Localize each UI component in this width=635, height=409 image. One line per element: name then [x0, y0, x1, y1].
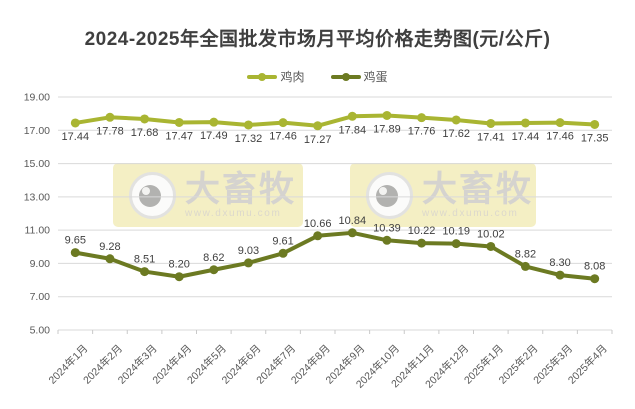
egg-line-marker-icon: [330, 70, 361, 84]
svg-text:9.03: 9.03: [238, 245, 259, 257]
watermark-eye-icon: [129, 171, 176, 219]
svg-text:9.28: 9.28: [99, 241, 120, 253]
svg-text:11.00: 11.00: [25, 225, 51, 237]
watermark-dxumu-right: 大畜牧 www.dxumu.com: [350, 163, 536, 227]
svg-text:10.66: 10.66: [304, 218, 332, 230]
svg-text:10.19: 10.19: [442, 226, 470, 238]
svg-text:5.00: 5.00: [30, 325, 51, 337]
svg-text:19.00: 19.00: [24, 92, 50, 104]
svg-text:17.00: 17.00: [24, 125, 50, 137]
svg-text:10.22: 10.22: [408, 225, 436, 237]
svg-text:17.27: 17.27: [304, 134, 332, 146]
svg-text:10.84: 10.84: [339, 215, 367, 227]
svg-text:17.78: 17.78: [96, 125, 124, 137]
legend-item-egg[interactable]: 鸡蛋: [330, 68, 388, 85]
svg-text:8.62: 8.62: [203, 252, 224, 264]
svg-text:9.00: 9.00: [30, 258, 51, 270]
svg-text:17.68: 17.68: [131, 127, 159, 139]
svg-text:17.62: 17.62: [442, 128, 470, 140]
svg-text:8.82: 8.82: [515, 248, 536, 260]
svg-text:9.61: 9.61: [272, 235, 293, 247]
svg-text:10.39: 10.39: [373, 222, 401, 234]
watermark-dxumu-left: 大畜牧 www.dxumu.com: [113, 163, 303, 227]
legend-label-chicken: 鸡肉: [280, 70, 305, 84]
watermark-brand-text: 大畜牧: [422, 169, 534, 209]
svg-text:17.46: 17.46: [546, 131, 574, 143]
svg-text:10.02: 10.02: [477, 228, 505, 240]
svg-text:17.49: 17.49: [200, 130, 228, 142]
svg-text:17.44: 17.44: [512, 131, 540, 143]
svg-text:17.46: 17.46: [269, 131, 297, 143]
svg-text:8.08: 8.08: [584, 261, 605, 273]
svg-text:17.76: 17.76: [408, 126, 436, 138]
svg-text:17.32: 17.32: [235, 133, 263, 145]
svg-text:8.51: 8.51: [134, 254, 155, 266]
svg-text:13.00: 13.00: [24, 191, 50, 203]
legend-item-chicken[interactable]: 鸡肉: [247, 68, 305, 85]
svg-text:15.00: 15.00: [24, 158, 50, 170]
svg-text:17.47: 17.47: [165, 130, 193, 142]
svg-text:17.84: 17.84: [339, 124, 367, 136]
svg-text:8.20: 8.20: [168, 259, 189, 271]
watermark-url-text: www.dxumu.com: [422, 207, 519, 219]
svg-text:7.00: 7.00: [30, 291, 51, 303]
svg-text:17.89: 17.89: [373, 123, 401, 135]
legend-label-egg: 鸡蛋: [363, 70, 388, 84]
svg-text:17.41: 17.41: [477, 131, 505, 143]
chart-legend: 鸡肉 鸡蛋: [0, 68, 635, 85]
watermark-eye-icon: [366, 171, 413, 219]
watermark-url-text: www.dxumu.com: [185, 207, 282, 219]
svg-text:8.30: 8.30: [549, 257, 570, 269]
svg-text:17.44: 17.44: [62, 131, 90, 143]
watermark-brand-text: 大畜牧: [185, 169, 297, 209]
chart-title: 2024-2025年全国批发市场月平均价格走势图(元/公斤): [84, 29, 551, 50]
svg-text:9.65: 9.65: [65, 235, 86, 247]
chicken-line-marker-icon: [247, 70, 278, 84]
svg-text:17.35: 17.35: [581, 132, 609, 144]
